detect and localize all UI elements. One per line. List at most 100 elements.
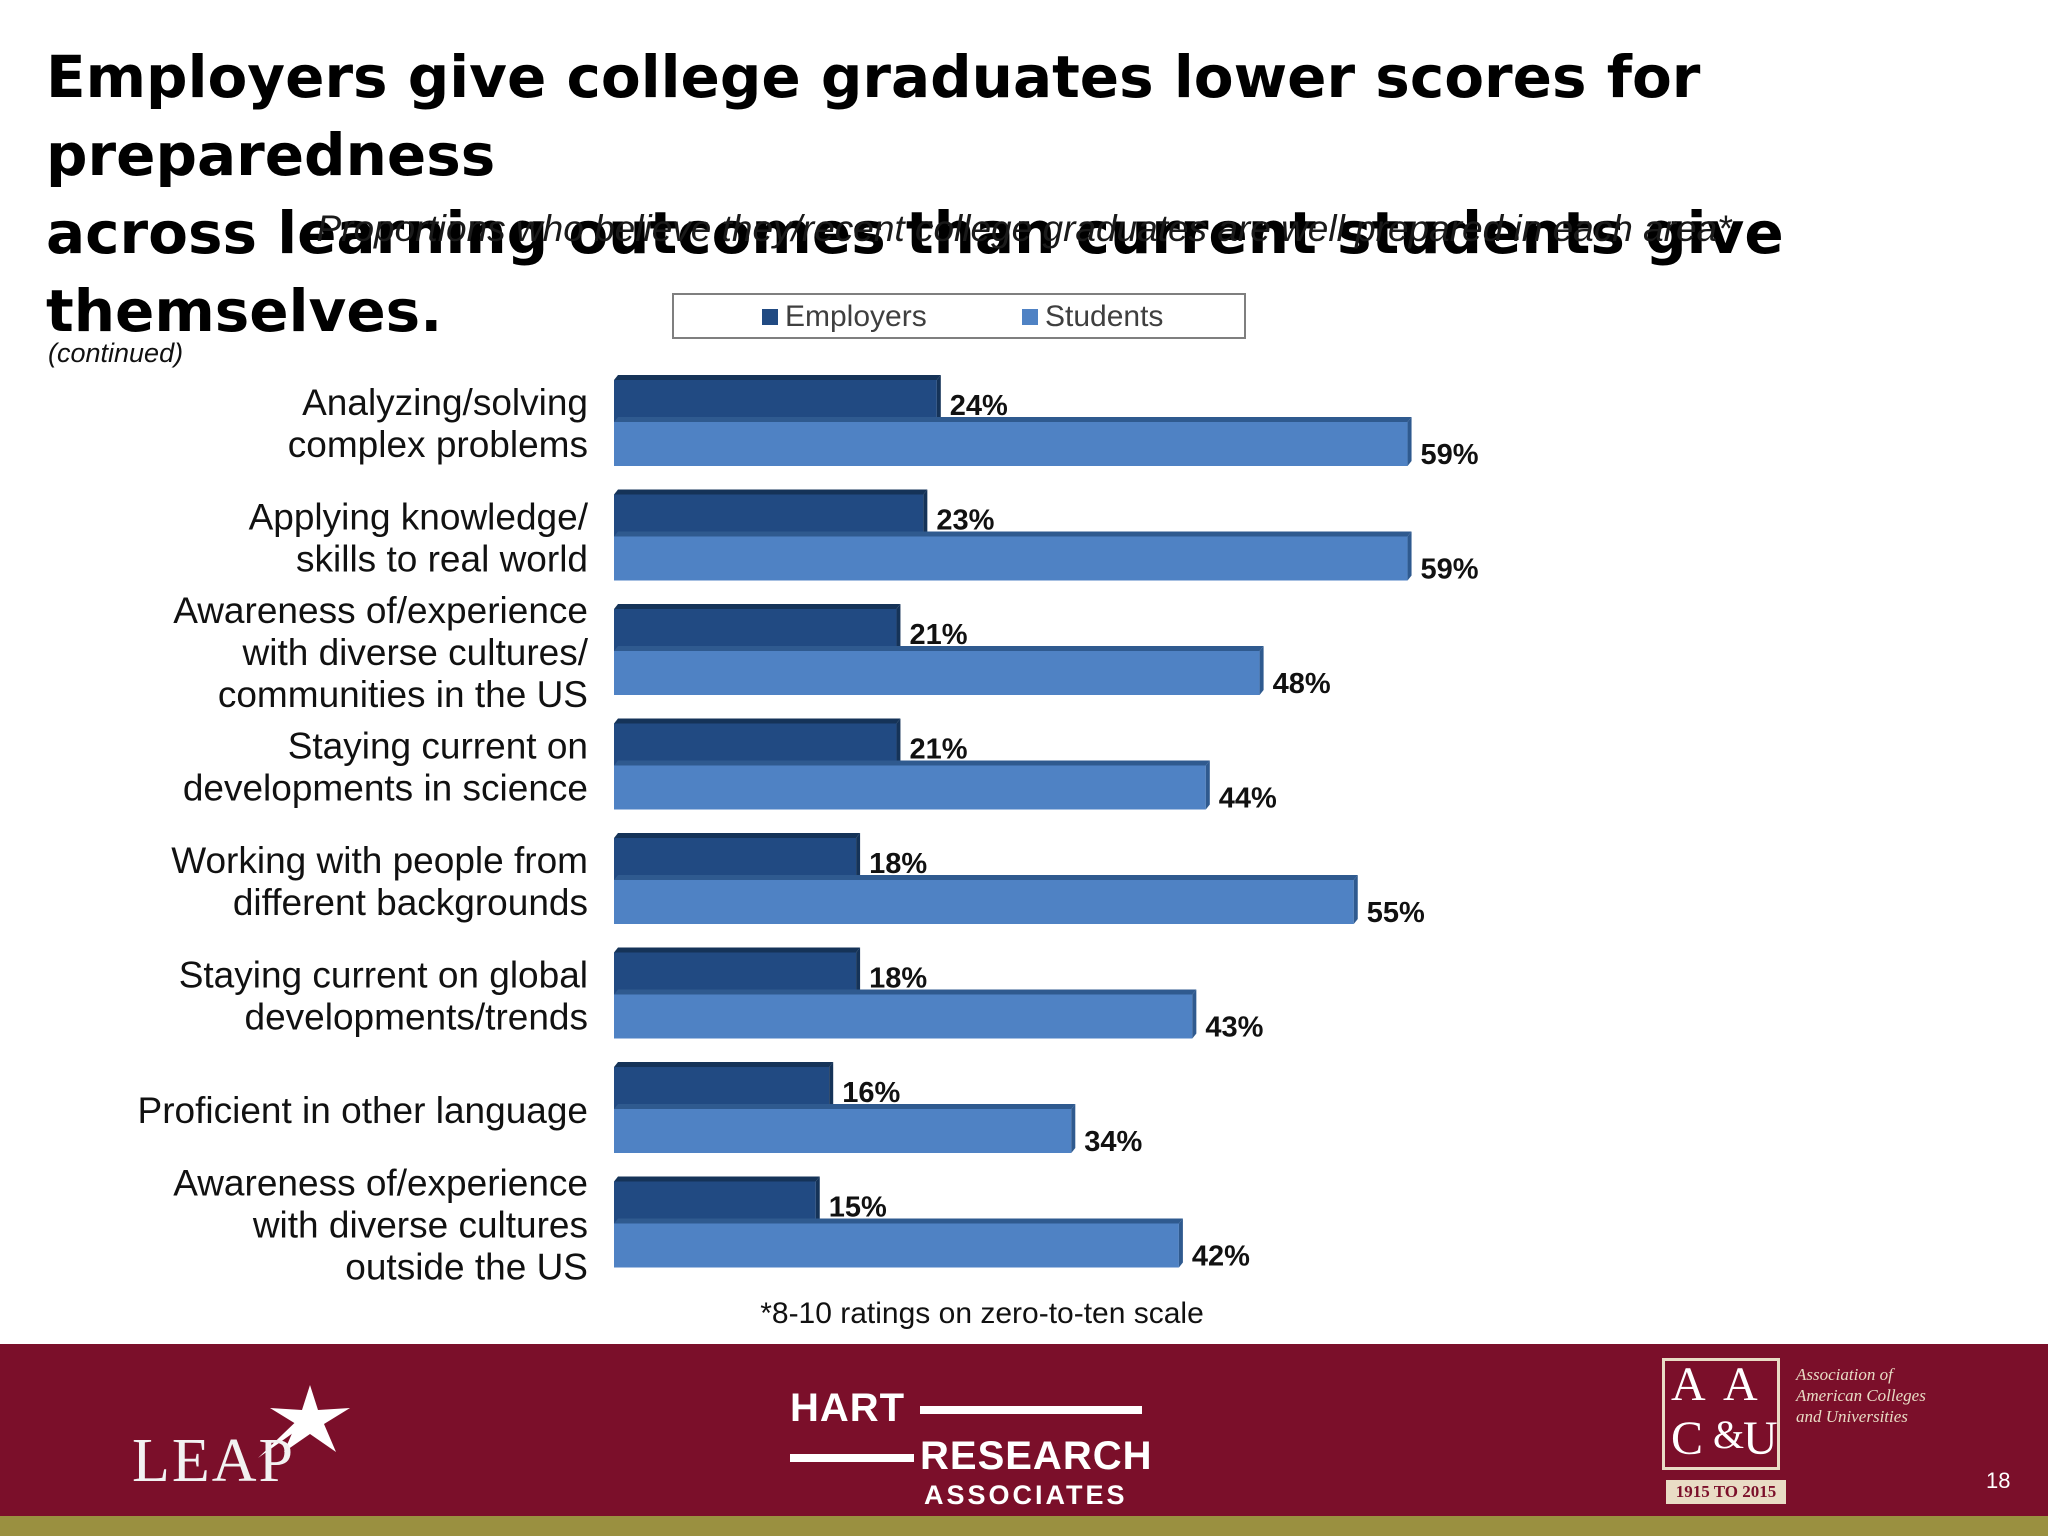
value-label-employers: 18%	[869, 963, 927, 995]
category-label: developments in science	[183, 768, 588, 809]
category-label: communities in the US	[218, 674, 588, 715]
bar-top-edge	[614, 375, 941, 380]
bar-employers	[614, 1181, 816, 1226]
bar-students	[614, 422, 1408, 466]
bar-employers	[614, 380, 937, 424]
bar-top-edge	[614, 1104, 1076, 1109]
value-label-students: 59%	[1421, 439, 1479, 471]
value-label-employers: 15%	[829, 1192, 887, 1224]
hart-logo-rule-1	[920, 1406, 1142, 1414]
bar-students	[614, 651, 1260, 695]
title-line-2: across learning outcomes than current st…	[46, 199, 1784, 345]
value-label-employers: 24%	[950, 390, 1008, 422]
legend-swatch-students	[1022, 309, 1038, 325]
bar-side-edge	[936, 375, 941, 424]
page-number: 18	[1986, 1468, 2011, 1493]
category-label: Staying current on	[288, 726, 588, 767]
bar-top-edge	[614, 417, 1412, 422]
footer-stripe	[0, 1516, 2048, 1536]
bar-students	[614, 536, 1408, 581]
bar-side-edge	[923, 489, 928, 539]
bar-students	[614, 1109, 1072, 1153]
bar-side-edge	[896, 604, 901, 653]
bar-employers	[614, 609, 897, 653]
bar-side-edge	[1259, 646, 1264, 695]
legend-swatch-employers	[762, 309, 778, 325]
category-label: Analyzing/solving	[302, 382, 588, 423]
bar-students	[614, 880, 1354, 924]
category-label: Awareness of/experience	[173, 1163, 588, 1204]
bar-employers	[614, 1067, 830, 1111]
bar-employers	[614, 494, 924, 539]
value-label-students: 55%	[1367, 897, 1425, 929]
bar-side-edge	[829, 1062, 834, 1111]
category-label: with diverse cultures/	[242, 632, 589, 673]
chart-legend: Employers Students	[672, 293, 1246, 339]
bar-top-edge	[614, 875, 1358, 880]
chart-footnote: *8-10 ratings on zero-to-ten scale	[760, 1297, 1204, 1330]
category-label: developments/trends	[245, 997, 588, 1038]
category-label: skills to real world	[296, 539, 588, 580]
title-line-1: Employers give college graduates lower s…	[46, 43, 1701, 189]
bar-top-edge	[614, 646, 1264, 651]
bar-side-edge	[1071, 1104, 1076, 1153]
bar-employers	[614, 723, 897, 768]
aacu-org-name: Association of American Colleges and Uni…	[1796, 1365, 1926, 1426]
hart-logo-line-1: HART	[790, 1386, 906, 1430]
bar-side-edge	[1192, 989, 1197, 1039]
bar-side-edge	[815, 1176, 820, 1226]
hart-logo-line-3: ASSOCIATES	[924, 1480, 1128, 1510]
bar-top-edge	[614, 947, 861, 953]
category-label: Awareness of/experience	[173, 590, 588, 631]
bar-top-edge	[614, 989, 1197, 995]
bar-top-edge	[614, 1176, 820, 1182]
bar-employers	[614, 952, 857, 997]
category-label: with diverse cultures	[252, 1205, 588, 1246]
category-label: complex problems	[288, 424, 588, 465]
value-label-students: 42%	[1192, 1241, 1250, 1273]
hart-logo-rule-2	[790, 1454, 914, 1462]
bar-employers	[614, 838, 857, 882]
category-label: outside the US	[345, 1247, 588, 1288]
legend-item-employers: Employers	[762, 300, 927, 334]
aacu-years: 1915 TO 2015	[1666, 1480, 1786, 1504]
bar-students	[614, 994, 1193, 1039]
bar-top-edge	[614, 489, 928, 495]
value-label-students: 48%	[1273, 668, 1331, 700]
value-label-employers: 21%	[909, 734, 967, 766]
value-label-students: 34%	[1084, 1126, 1142, 1158]
bar-top-edge	[614, 718, 901, 724]
bar-top-edge	[614, 760, 1210, 766]
bar-side-edge	[896, 718, 901, 768]
bar-side-edge	[856, 833, 861, 882]
value-label-employers: 23%	[936, 505, 994, 537]
value-label-employers: 21%	[909, 619, 967, 651]
bar-side-edge	[1205, 760, 1210, 810]
legend-item-students: Students	[1022, 300, 1163, 334]
category-label: Working with people from	[171, 840, 588, 881]
category-label: Staying current on global	[179, 955, 588, 996]
leap-star-icon	[258, 1385, 350, 1458]
bar-side-edge	[1353, 875, 1358, 924]
hart-logo-line-2: RESEARCH	[920, 1434, 1153, 1478]
chart-subtitle: Proportions who believe they/recent coll…	[316, 208, 1732, 249]
bar-top-edge	[614, 604, 901, 609]
value-label-students: 43%	[1205, 1012, 1263, 1044]
value-label-students: 59%	[1421, 554, 1479, 586]
bar-top-edge	[614, 1218, 1183, 1224]
bar-top-edge	[614, 1062, 834, 1067]
value-label-employers: 18%	[869, 848, 927, 880]
bar-side-edge	[856, 947, 861, 997]
value-label-employers: 16%	[842, 1077, 900, 1109]
legend-label-employers: Employers	[785, 300, 927, 333]
bar-top-edge	[614, 833, 861, 838]
continued-note: (continued)	[48, 338, 184, 368]
bar-side-edge	[1407, 531, 1412, 581]
page-title: Employers give college graduates lower s…	[46, 38, 2006, 350]
value-label-students: 44%	[1219, 783, 1277, 815]
bar-side-edge	[1178, 1218, 1183, 1268]
bar-top-edge	[614, 531, 1412, 537]
